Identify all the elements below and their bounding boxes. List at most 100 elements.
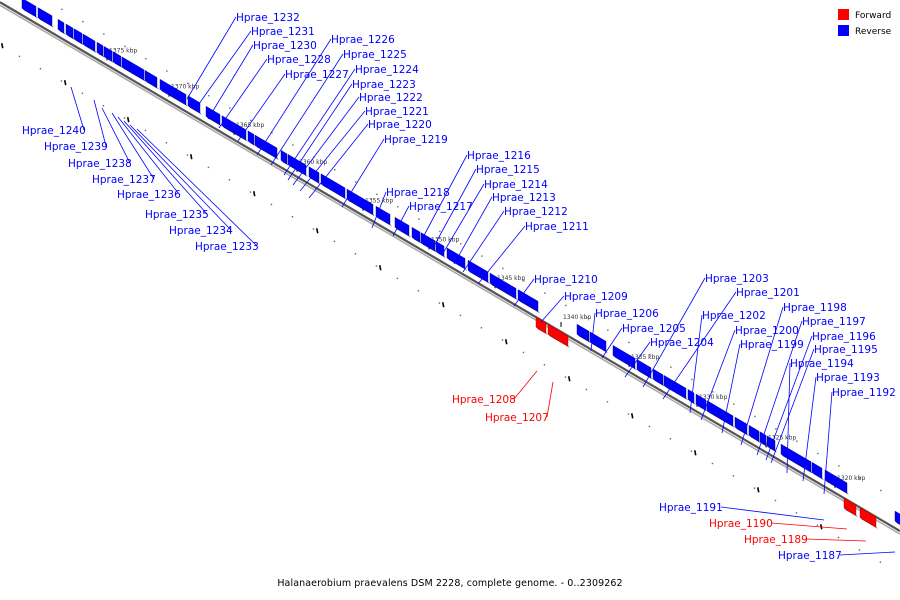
gene-label-hprae-1204: Hprae_1204 [650, 337, 714, 349]
gene-block-shadow [206, 116, 222, 127]
gene-block-shadow [222, 125, 248, 142]
major-tick [504, 339, 508, 345]
gene-label-hprae-1203: Hprae_1203 [705, 273, 769, 285]
leader-line [101, 107, 131, 164]
kbp-scale-label: 1365 kbp [236, 122, 264, 129]
guide-dot [312, 228, 315, 230]
gene-block-shadow [577, 334, 591, 344]
gene-block-shadow [38, 17, 54, 28]
guide-dot [564, 376, 567, 378]
forward-gene-block [859, 507, 877, 528]
gene-label-hprae-1216: Hprae_1216 [467, 150, 531, 162]
gene-block-shadow [812, 472, 824, 481]
leader-line [770, 522, 848, 530]
guide-dot [333, 240, 336, 243]
gene-block-shadow [844, 508, 858, 518]
gene-label-hprae-1200: Hprae_1200 [735, 325, 799, 337]
forward-gene-block [547, 323, 569, 347]
gene-block-shadow [421, 242, 437, 253]
kbp-scale-label: 1345 kbp [497, 275, 525, 282]
gene-label-hprae-1209: Hprae_1209 [564, 291, 628, 303]
leader-line [624, 341, 651, 378]
gene-label-hprae-1230: Hprae_1230 [253, 40, 317, 52]
guide-dot [670, 366, 672, 368]
gene-label-hprae-1198: Hprae_1198 [783, 302, 847, 314]
gene-label-hprae-1219: Hprae_1219 [384, 134, 448, 146]
gene-blocks [21, 0, 900, 529]
guide-dot [165, 142, 168, 144]
reverse-gene-block [221, 115, 247, 141]
gene-label-hprae-1199: Hprae_1199 [740, 339, 804, 351]
kbp-scale-label: 1375 kbp [109, 47, 137, 54]
leader-line [740, 306, 784, 446]
kbp-scale-label: 1360 kbp [299, 159, 327, 166]
gene-label-hprae-1226: Hprae_1226 [331, 34, 395, 46]
major-tick [0, 43, 4, 49]
genome-backbone [0, 1, 900, 535]
guide-dot [39, 67, 42, 70]
leader-line [802, 376, 817, 482]
guide-dot [166, 70, 168, 72]
major-tick [693, 450, 697, 456]
gene-block-shadow [281, 160, 289, 166]
guide-dot [838, 465, 840, 467]
reverse-gene-block [57, 18, 65, 34]
gene-block-shadow [590, 341, 608, 354]
genome-caption: Halanaerobium praevalens DSM 2228, compl… [277, 578, 623, 589]
guide-dot [775, 428, 777, 430]
gene-block-shadow [688, 399, 696, 405]
guide-dot [250, 119, 252, 122]
guide-dot [397, 206, 399, 208]
kbp-scale-labels: 1375 kbp 1370 kbp 1365 kbp 1360 kbp 1355 kbp… [106, 47, 865, 488]
guide-dot [270, 203, 273, 206]
guide-dot [627, 413, 630, 415]
guide-dot [859, 477, 861, 479]
gene-block-shadow [248, 140, 256, 147]
gene-label-hprae-1231: Hprae_1231 [251, 26, 315, 38]
leader-line [237, 73, 286, 142]
gene-block-shadow [122, 66, 132, 74]
guide-dot [481, 255, 483, 257]
gene-block-shadow [22, 8, 38, 19]
gene-label-hprae-1240: Hprae_1240 [22, 125, 86, 137]
reverse-gene-block [375, 205, 391, 225]
leader-line [805, 538, 867, 542]
leader-line [432, 168, 477, 249]
guide-dot [585, 388, 588, 391]
gene-block-shadow [707, 410, 735, 428]
gene-block-shadow [309, 176, 321, 185]
gene-label-hprae-1189: Hprae_1189 [744, 534, 808, 546]
gene-block-shadow [113, 61, 123, 69]
guide-dot [733, 403, 735, 405]
gene-label-hprae-1196: Hprae_1196 [812, 331, 876, 343]
kbp-scale-label: 1335 kbp [631, 354, 659, 361]
gene-block-shadow [188, 105, 202, 115]
guide-dot [753, 487, 756, 489]
guide-dot [607, 329, 609, 331]
guide-dot [186, 154, 189, 156]
gene-label-hprae-1222: Hprae_1222 [359, 92, 423, 104]
reverse-gene-block [82, 33, 96, 52]
guide-dot [60, 80, 63, 82]
gene-block-shadow [860, 517, 878, 529]
gene-block-shadow [376, 216, 392, 227]
leader-line [770, 348, 815, 464]
gene-block-shadow [490, 283, 518, 301]
gene-block-shadow [436, 251, 446, 259]
gene-block-shadow [321, 183, 347, 200]
guide-dot [669, 438, 672, 440]
leader-line [287, 83, 353, 181]
reverse-legend-swatch [838, 25, 849, 36]
guide-dot [187, 82, 189, 85]
guide-dot [544, 292, 546, 294]
guide-dot [438, 302, 441, 304]
gene-block-shadow [447, 257, 467, 271]
guide-dot [480, 327, 483, 329]
leader-line [513, 278, 535, 307]
gene-label-hprae-1218: Hprae_1218 [386, 187, 450, 199]
gene-block-shadow [760, 441, 768, 448]
guide-dot [103, 33, 105, 35]
kbp-scale-label: 1330 kbp [699, 394, 727, 401]
gene-label-hprae-1192: Hprae_1192 [832, 387, 896, 399]
leader-line [839, 551, 896, 556]
